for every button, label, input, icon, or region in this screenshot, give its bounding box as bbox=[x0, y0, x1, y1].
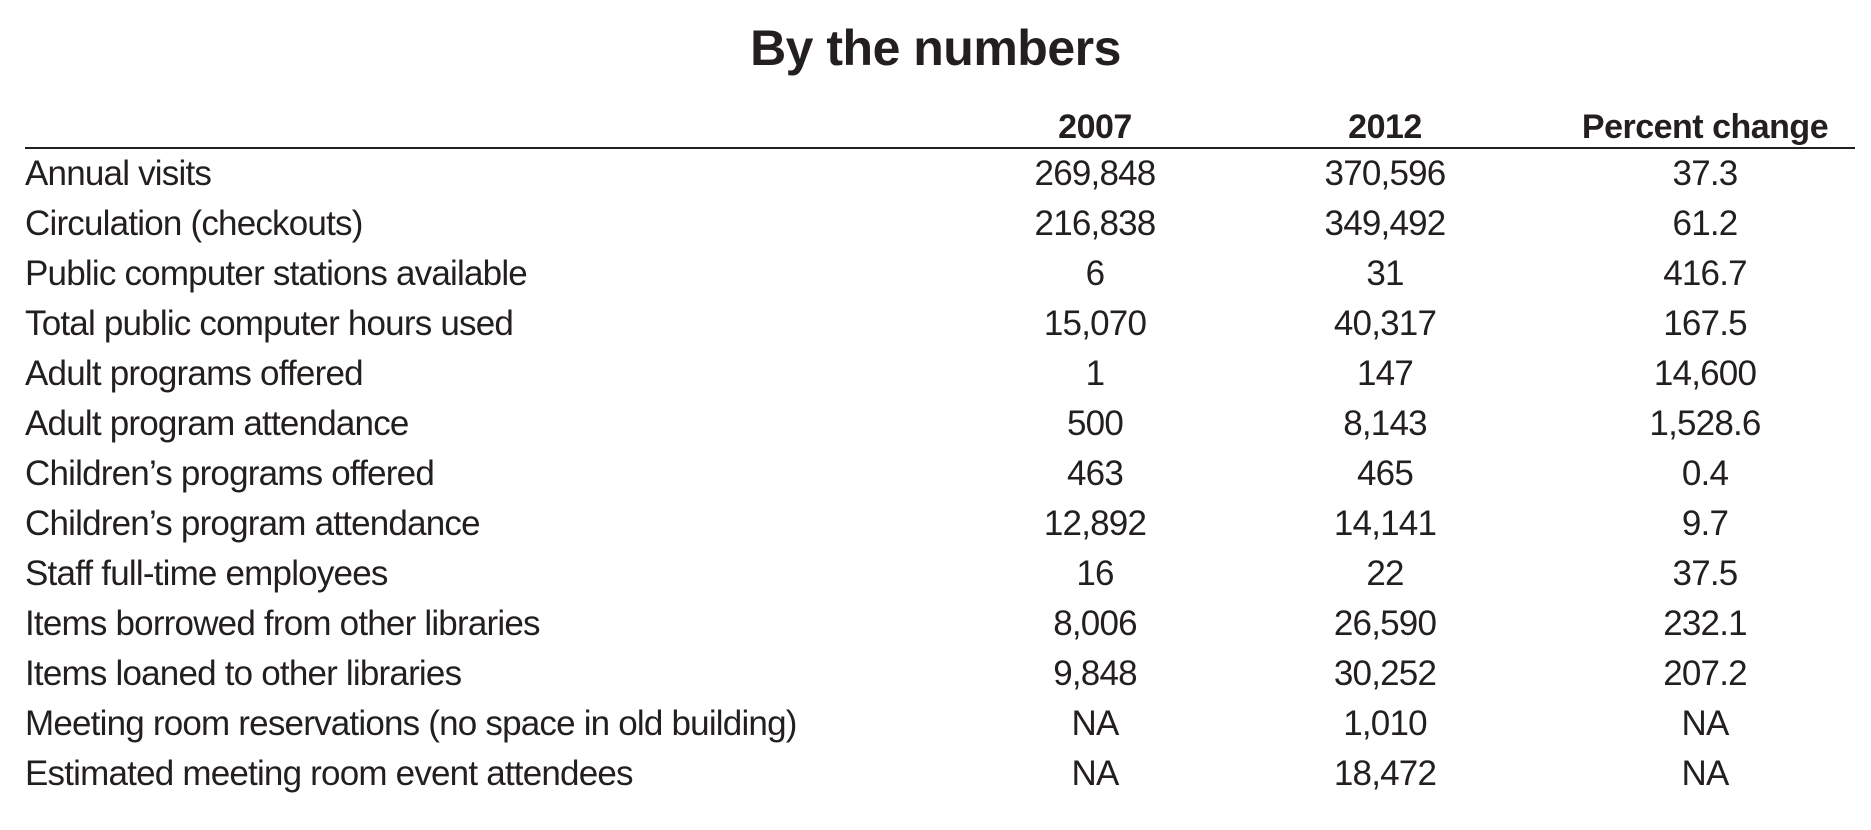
table-header-row: 2007 2012 Percent change bbox=[25, 107, 1855, 149]
value-percent-change: 416.7 bbox=[1663, 254, 1747, 293]
row-label: Children’s programs offered bbox=[25, 454, 435, 493]
header-2007: 2007 bbox=[975, 107, 1215, 149]
row-label: Circulation (checkouts) bbox=[25, 204, 363, 243]
row-label: Estimated meeting room event attendees bbox=[25, 754, 634, 793]
value-2007: 6 bbox=[1085, 254, 1105, 293]
value-percent-change: 14,600 bbox=[1653, 354, 1757, 393]
value-percent-change: NA bbox=[1681, 754, 1729, 793]
row-label: Public computer stations available bbox=[25, 254, 528, 293]
row-label: Adult program attendance bbox=[25, 404, 409, 443]
value-2012: 370,596 bbox=[1324, 154, 1447, 193]
header-percent-change: Percent change bbox=[1555, 107, 1855, 149]
row-label: Adult programs offered bbox=[25, 354, 364, 393]
row-label: Items borrowed from other libraries bbox=[25, 604, 541, 643]
value-percent-change: 37.3 bbox=[1672, 154, 1739, 193]
table-row: Children’s programs offered 463 465 0.4 bbox=[25, 449, 1855, 499]
value-2012: 40,317 bbox=[1333, 304, 1437, 343]
value-2007: 500 bbox=[1067, 404, 1124, 443]
value-2012: 465 bbox=[1357, 454, 1414, 493]
value-percent-change: 61.2 bbox=[1672, 204, 1739, 243]
value-2012: 1,010 bbox=[1343, 704, 1427, 743]
value-percent-change: NA bbox=[1681, 704, 1729, 743]
header-label bbox=[25, 107, 975, 149]
value-2007: 16 bbox=[1076, 554, 1114, 593]
value-2012: 14,141 bbox=[1333, 504, 1437, 543]
value-percent-change: 37.5 bbox=[1672, 554, 1739, 593]
table-row: Adult program attendance 500 8,143 1,528… bbox=[25, 399, 1855, 449]
row-label: Staff full-time employees bbox=[25, 554, 388, 593]
table-row: Items loaned to other libraries 9,848 30… bbox=[25, 649, 1855, 699]
table-row: Meeting room reservations (no space in o… bbox=[25, 699, 1855, 749]
row-label: Items loaned to other libraries bbox=[25, 654, 462, 693]
table-row: Circulation (checkouts) 216,838 349,492 … bbox=[25, 199, 1855, 249]
row-label: Children’s program attendance bbox=[25, 504, 481, 543]
value-2012: 8,143 bbox=[1343, 404, 1427, 443]
table-row: Public computer stations available 6 31 … bbox=[25, 249, 1855, 299]
value-2012: 349,492 bbox=[1324, 204, 1447, 243]
table-row: Children’s program attendance 12,892 14,… bbox=[25, 499, 1855, 549]
value-2012: 26,590 bbox=[1333, 604, 1437, 643]
value-2007: 9,848 bbox=[1053, 654, 1137, 693]
value-2007: NA bbox=[1071, 754, 1119, 793]
value-percent-change: 9.7 bbox=[1681, 504, 1729, 543]
value-2007: 1 bbox=[1085, 354, 1105, 393]
page-title: By the numbers bbox=[750, 20, 1121, 76]
value-2007: 15,070 bbox=[1043, 304, 1147, 343]
value-2007: 8,006 bbox=[1053, 604, 1137, 643]
row-label: Total public computer hours used bbox=[25, 304, 514, 343]
row-label: Meeting room reservations (no space in o… bbox=[25, 704, 797, 743]
value-2012: 147 bbox=[1357, 354, 1414, 393]
value-2007: 269,848 bbox=[1034, 154, 1157, 193]
table-row: Items borrowed from other libraries 8,00… bbox=[25, 599, 1855, 649]
value-2007: 216,838 bbox=[1034, 204, 1157, 243]
value-2012: 31 bbox=[1366, 254, 1404, 293]
value-2007: 463 bbox=[1067, 454, 1124, 493]
table-row: Staff full-time employees 16 22 37.5 bbox=[25, 549, 1855, 599]
value-2012: 30,252 bbox=[1333, 654, 1437, 693]
table-row: Estimated meeting room event attendees N… bbox=[25, 749, 1855, 799]
value-percent-change: 0.4 bbox=[1681, 454, 1729, 493]
value-percent-change: 1,528.6 bbox=[1649, 404, 1761, 443]
table-row: Adult programs offered 1 147 14,600 bbox=[25, 349, 1855, 399]
statistics-table: 2007 2012 Percent change Annual visits 2… bbox=[25, 107, 1855, 799]
value-2007: NA bbox=[1071, 704, 1119, 743]
table-row: Annual visits 269,848 370,596 37.3 bbox=[25, 148, 1855, 199]
value-2007: 12,892 bbox=[1043, 504, 1147, 543]
header-2012: 2012 bbox=[1215, 107, 1555, 149]
row-label: Annual visits bbox=[25, 154, 212, 193]
table-row: Total public computer hours used 15,070 … bbox=[25, 299, 1855, 349]
value-2012: 18,472 bbox=[1333, 754, 1437, 793]
value-percent-change: 207.2 bbox=[1663, 654, 1747, 693]
value-percent-change: 167.5 bbox=[1663, 304, 1747, 343]
value-percent-change: 232.1 bbox=[1663, 604, 1747, 643]
value-2012: 22 bbox=[1366, 554, 1404, 593]
